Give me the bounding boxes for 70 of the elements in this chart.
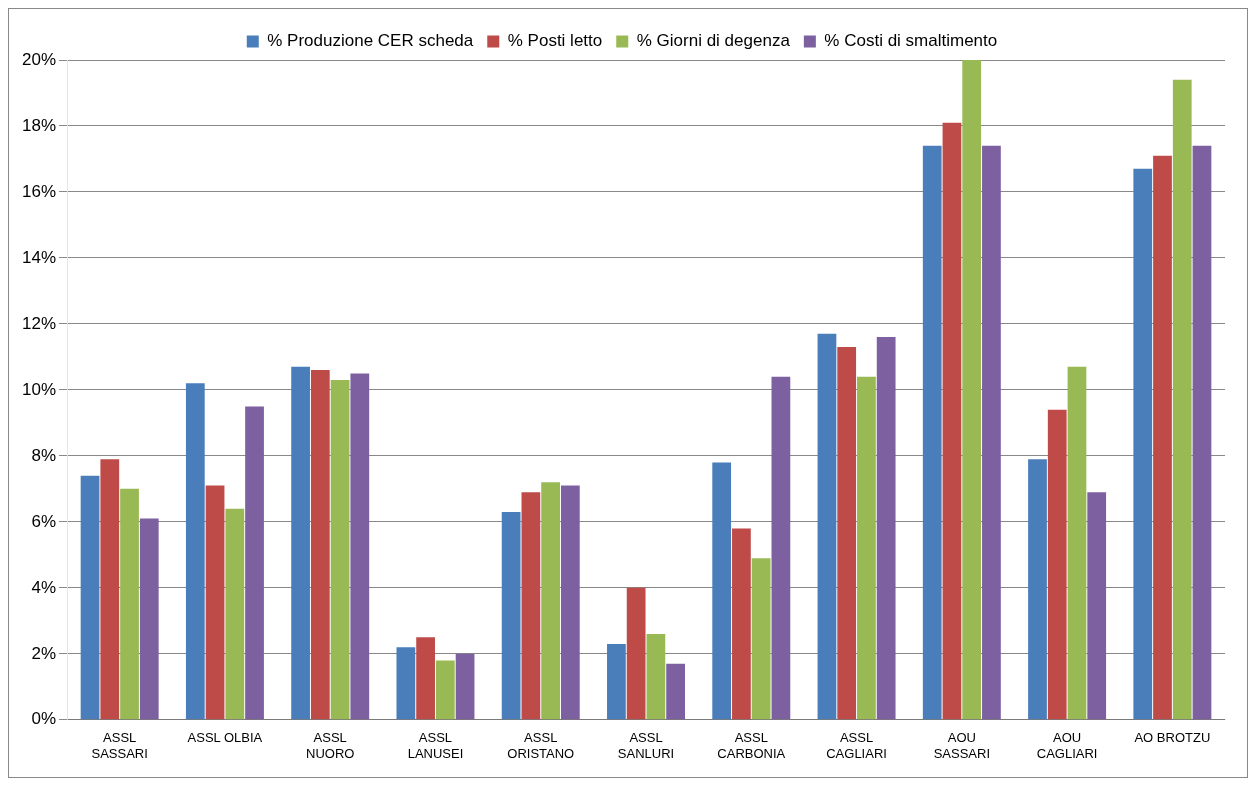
y-tick-label: 14%	[21, 247, 57, 267]
bar	[100, 459, 120, 720]
y-tick-label: 2%	[31, 643, 57, 663]
x-tick-label: ASSL OLBIA	[187, 730, 263, 746]
bar	[416, 637, 435, 720]
bar	[80, 475, 100, 720]
y-tick-label: 18%	[21, 115, 57, 135]
y-tick-label: 6%	[31, 511, 57, 531]
bar	[455, 653, 475, 720]
y-tick-label: 16%	[21, 181, 57, 201]
bar	[560, 485, 580, 720]
x-tick-label: ASSL CAGLIARI	[826, 730, 887, 761]
bar	[732, 528, 751, 720]
bar	[646, 634, 666, 720]
y-tick-label: 20%	[21, 49, 57, 69]
bar	[1087, 492, 1107, 720]
bar	[291, 366, 310, 720]
x-tick-label: ASSL SANLURI	[617, 730, 675, 761]
bar	[350, 373, 370, 720]
bar	[922, 145, 942, 720]
bar	[751, 558, 771, 720]
bar	[120, 488, 139, 720]
x-tick-label: ASSL LANUSEI	[407, 730, 464, 761]
bar	[185, 383, 205, 720]
bar	[607, 643, 626, 720]
bar	[1172, 79, 1192, 720]
legend-label: % Posti letto	[507, 31, 603, 51]
legend-label: % Giorni di degenza	[636, 31, 791, 51]
bar	[962, 60, 982, 720]
bar	[245, 406, 264, 720]
bar	[1047, 409, 1067, 720]
bar	[982, 145, 1001, 720]
bar	[1067, 366, 1087, 720]
bar	[1133, 168, 1153, 720]
bar	[857, 376, 876, 720]
x-tick-label: AOU CAGLIARI	[1036, 730, 1098, 761]
bar	[1153, 155, 1172, 720]
y-tick-label: 12%	[21, 313, 57, 333]
bar	[396, 647, 416, 720]
bar	[837, 347, 857, 720]
bar	[310, 370, 330, 720]
bar	[541, 482, 560, 720]
y-tick-label: 0%	[31, 709, 57, 729]
bar	[876, 337, 896, 720]
x-tick-label: ASSL SASSARI	[91, 730, 148, 761]
bar	[771, 376, 791, 720]
x-tick-label: ASSL NUORO	[306, 730, 355, 761]
bar	[225, 508, 245, 720]
legend-label: % Costi di smaltimento	[824, 31, 998, 51]
y-tick-label: 8%	[31, 445, 57, 465]
bar	[1028, 459, 1047, 720]
bar	[626, 587, 646, 720]
bar	[942, 122, 962, 720]
x-tick-label: AOU SASSARI	[933, 730, 990, 761]
bar	[521, 492, 541, 720]
bar	[817, 333, 837, 720]
x-tick-label: ASSL ORISTANO	[507, 730, 575, 761]
legend-label: % Produzione CER scheda	[267, 31, 474, 51]
bar	[501, 511, 521, 720]
x-tick-label: AO BROTZU	[1134, 730, 1211, 746]
bar	[712, 462, 732, 720]
x-tick-label: ASSL CARBONIA	[717, 730, 786, 761]
bar	[205, 485, 225, 720]
bar	[666, 663, 685, 720]
bar	[435, 660, 455, 720]
bar	[330, 380, 350, 720]
bar	[139, 518, 159, 720]
bar	[1192, 145, 1212, 720]
y-tick-label: 4%	[31, 577, 57, 597]
y-tick-label: 10%	[21, 379, 57, 399]
